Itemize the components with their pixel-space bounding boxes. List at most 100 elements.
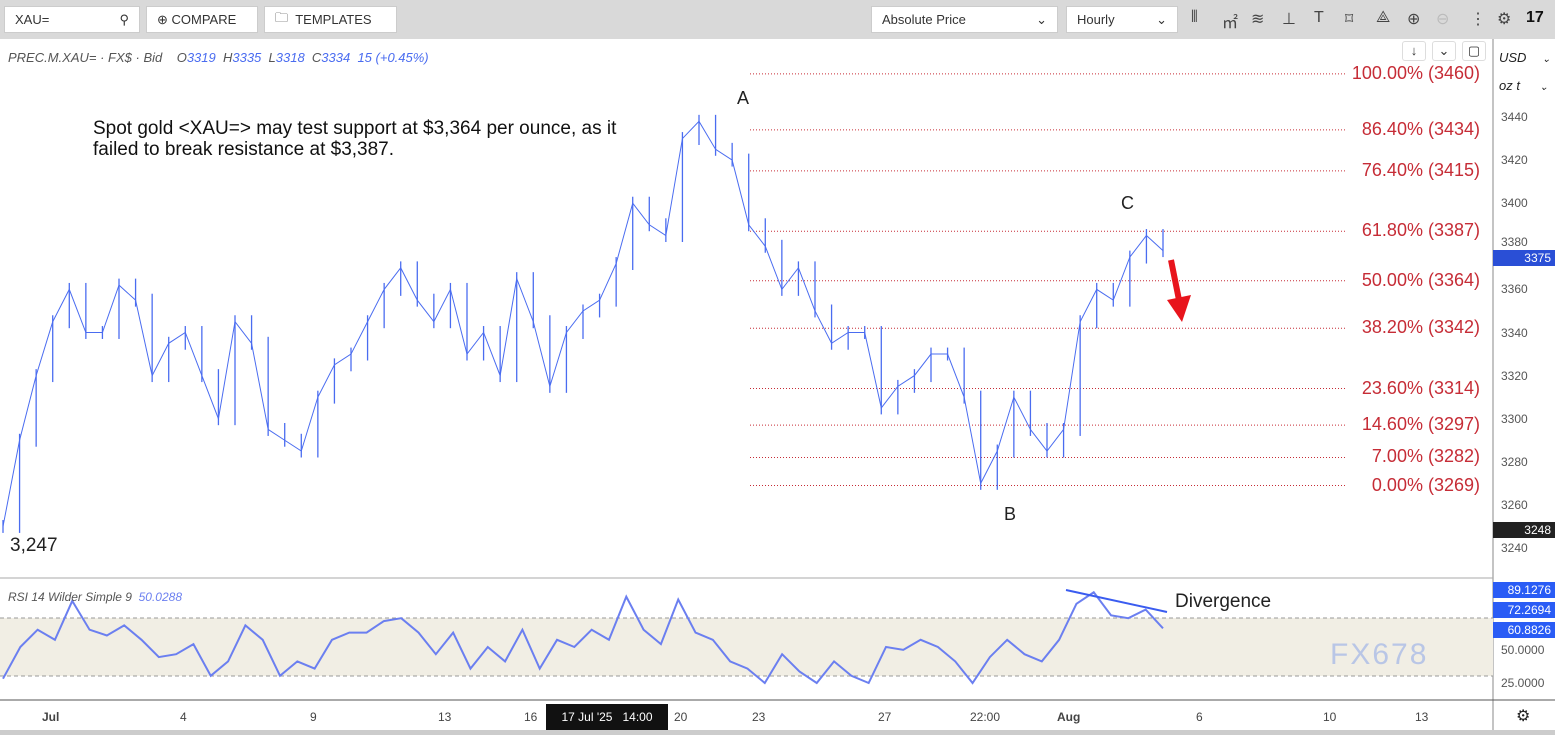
indicators-icon[interactable]: ㎡ <box>1222 15 1239 32</box>
y-tick: 3360 <box>1501 282 1528 297</box>
interval-value: Hourly <box>1077 12 1115 27</box>
x-tick: 23 <box>752 710 766 724</box>
price-mode-value: Absolute Price <box>882 12 966 27</box>
low-label: L <box>268 50 276 65</box>
rsi-tag-1: 89.1276 <box>1493 582 1555 598</box>
rsi-legend: RSI 14 Wilder Simple 9 50.0288 <box>8 590 182 604</box>
rsi-label: RSI 14 Wilder Simple 9 <box>8 590 132 604</box>
rsi-value: 50.0288 <box>138 590 182 604</box>
price-line <box>2 120 1164 527</box>
chevron-down-icon: ⌄ <box>1542 54 1551 65</box>
change-value: 15 (+0.45%) <box>357 50 429 65</box>
studies-icon[interactable]: ≋ <box>1251 11 1265 28</box>
candlestick-icon[interactable]: ⫴ <box>1191 9 1198 26</box>
currency-value: USD <box>1499 50 1527 65</box>
interval-select[interactable]: Hourly ⌄ <box>1066 6 1178 33</box>
symbol-input[interactable]: XAU= <box>15 12 50 27</box>
high-label: H <box>222 50 233 65</box>
y-tick: 3340 <box>1501 325 1528 340</box>
zoom-in-icon[interactable]: ⊕ <box>1407 11 1421 28</box>
unit-value: oz t <box>1499 78 1520 93</box>
instrument-name: PREC.M.XAU= · FX$ · Bid <box>8 50 163 65</box>
text-icon[interactable]: T <box>1314 9 1324 26</box>
x-tick: 20 <box>674 710 688 724</box>
fib-label: 0.00% (3269) <box>1371 474 1480 495</box>
current-price-tag: 3375 <box>1493 250 1555 266</box>
divergence-line <box>1065 589 1168 613</box>
rsi-tick: 50.0000 <box>1501 643 1545 657</box>
open-value: 3319 <box>186 50 216 65</box>
low-value: 3318 <box>275 50 305 65</box>
collapse-button[interactable]: ⌄ <box>1432 41 1456 61</box>
fib-label: 61.80% (3387) <box>1361 220 1480 241</box>
x-tick: 22:00 <box>970 710 1001 724</box>
templates-button[interactable]: 🗀 TEMPLATES <box>264 6 397 33</box>
close-value: 3334 <box>321 50 351 65</box>
fib-label: 38.20% (3342) <box>1361 317 1480 338</box>
folder-icon: 🗀 <box>275 9 296 25</box>
y-tick: 3400 <box>1501 196 1528 211</box>
rsi-tag-2: 72.2694 <box>1493 602 1555 618</box>
fib-label: 7.00% (3282) <box>1371 446 1480 467</box>
settings-icon[interactable]: ⚙ <box>1497 11 1512 28</box>
rsi-tick: 25.0000 <box>1501 676 1545 690</box>
shape-icon[interactable]: ⌑ <box>1345 11 1354 28</box>
high-value: 3335 <box>232 50 262 65</box>
x-tick: 4 <box>180 710 187 724</box>
pattern-icon[interactable]: ⟁ <box>1376 9 1391 26</box>
analysis-note: Spot gold <XAU=> may test support at $3,… <box>93 118 617 160</box>
price-mode-select[interactable]: Absolute Price ⌄ <box>871 6 1058 33</box>
x-tick: 27 <box>878 710 892 724</box>
x-tick: Jul <box>42 710 60 724</box>
add-icon: ⊕ <box>157 11 172 27</box>
x-tick: 9 <box>310 710 317 724</box>
chevron-down-icon: ⌄ <box>1156 11 1167 27</box>
y-tick: 3420 <box>1501 153 1528 168</box>
tradingview-logo: 17 <box>1526 9 1544 26</box>
drawing-icon[interactable]: ⊥ <box>1282 11 1296 28</box>
open-label: O <box>176 50 187 65</box>
x-tick: 13 <box>1415 710 1429 724</box>
settings-icon[interactable]: ⚙ <box>1516 708 1531 725</box>
y-tick: 3300 <box>1501 411 1528 426</box>
fullscreen-button[interactable]: ▢ <box>1462 41 1486 61</box>
scroll-down-button[interactable]: ↓ <box>1402 41 1426 61</box>
chevron-down-icon: ⌄ <box>1036 11 1047 27</box>
fib-label: 86.40% (3434) <box>1361 118 1480 139</box>
templates-label: TEMPLATES <box>295 12 372 27</box>
x-tick: 10 <box>1323 710 1337 724</box>
crosshair-time: 14:00 <box>622 710 653 724</box>
toolbar: XAU= ⚲ ⊕ COMPARE 🗀 TEMPLATES Absolute Pri… <box>0 0 1555 39</box>
crosshair-date: 17 Jul '25 <box>561 710 613 724</box>
wave-label-a: A <box>737 88 750 108</box>
y-tick: 3280 <box>1501 454 1528 469</box>
rsi-tag-3: 60.8826 <box>1493 622 1555 638</box>
currency-select[interactable]: USD ⌄ <box>1499 50 1550 65</box>
red-arrow <box>1167 259 1191 322</box>
y-tick: 3260 <box>1501 497 1528 512</box>
wave-label-c: C <box>1121 193 1134 213</box>
zoom-out-icon[interactable]: ⊖ <box>1436 11 1450 28</box>
fib-label: 23.60% (3314) <box>1361 377 1480 398</box>
fib-label: 50.00% (3364) <box>1361 269 1480 290</box>
search-icon[interactable]: ⚲ <box>119 11 129 27</box>
x-tick: 16 <box>524 710 538 724</box>
y-tick: 3380 <box>1501 235 1528 249</box>
low-price-tag: 3248 <box>1493 522 1555 538</box>
wave-label-b: B <box>1004 504 1017 524</box>
watermark: FX678 <box>1330 638 1429 671</box>
y-tick: 3240 <box>1501 541 1528 555</box>
crosshair-time-label: 17 Jul '25 14:00 <box>546 704 668 730</box>
chevron-down-icon: ⌄ <box>1539 82 1548 93</box>
ohlc-legend: PREC.M.XAU= · FX$ · Bid O3319 H3335 L331… <box>8 50 429 65</box>
x-tick: Aug <box>1057 710 1081 724</box>
more-icon[interactable]: ⋮ <box>1470 11 1486 28</box>
compare-label: COMPARE <box>171 12 237 27</box>
low-price-label: 3,247 <box>10 535 58 556</box>
symbol-search[interactable]: XAU= ⚲ <box>4 6 140 33</box>
unit-select[interactable]: oz t ⌄ <box>1499 78 1548 93</box>
compare-button[interactable]: ⊕ COMPARE <box>146 6 258 33</box>
x-tick: 13 <box>438 710 452 724</box>
y-tick: 3320 <box>1501 368 1528 383</box>
